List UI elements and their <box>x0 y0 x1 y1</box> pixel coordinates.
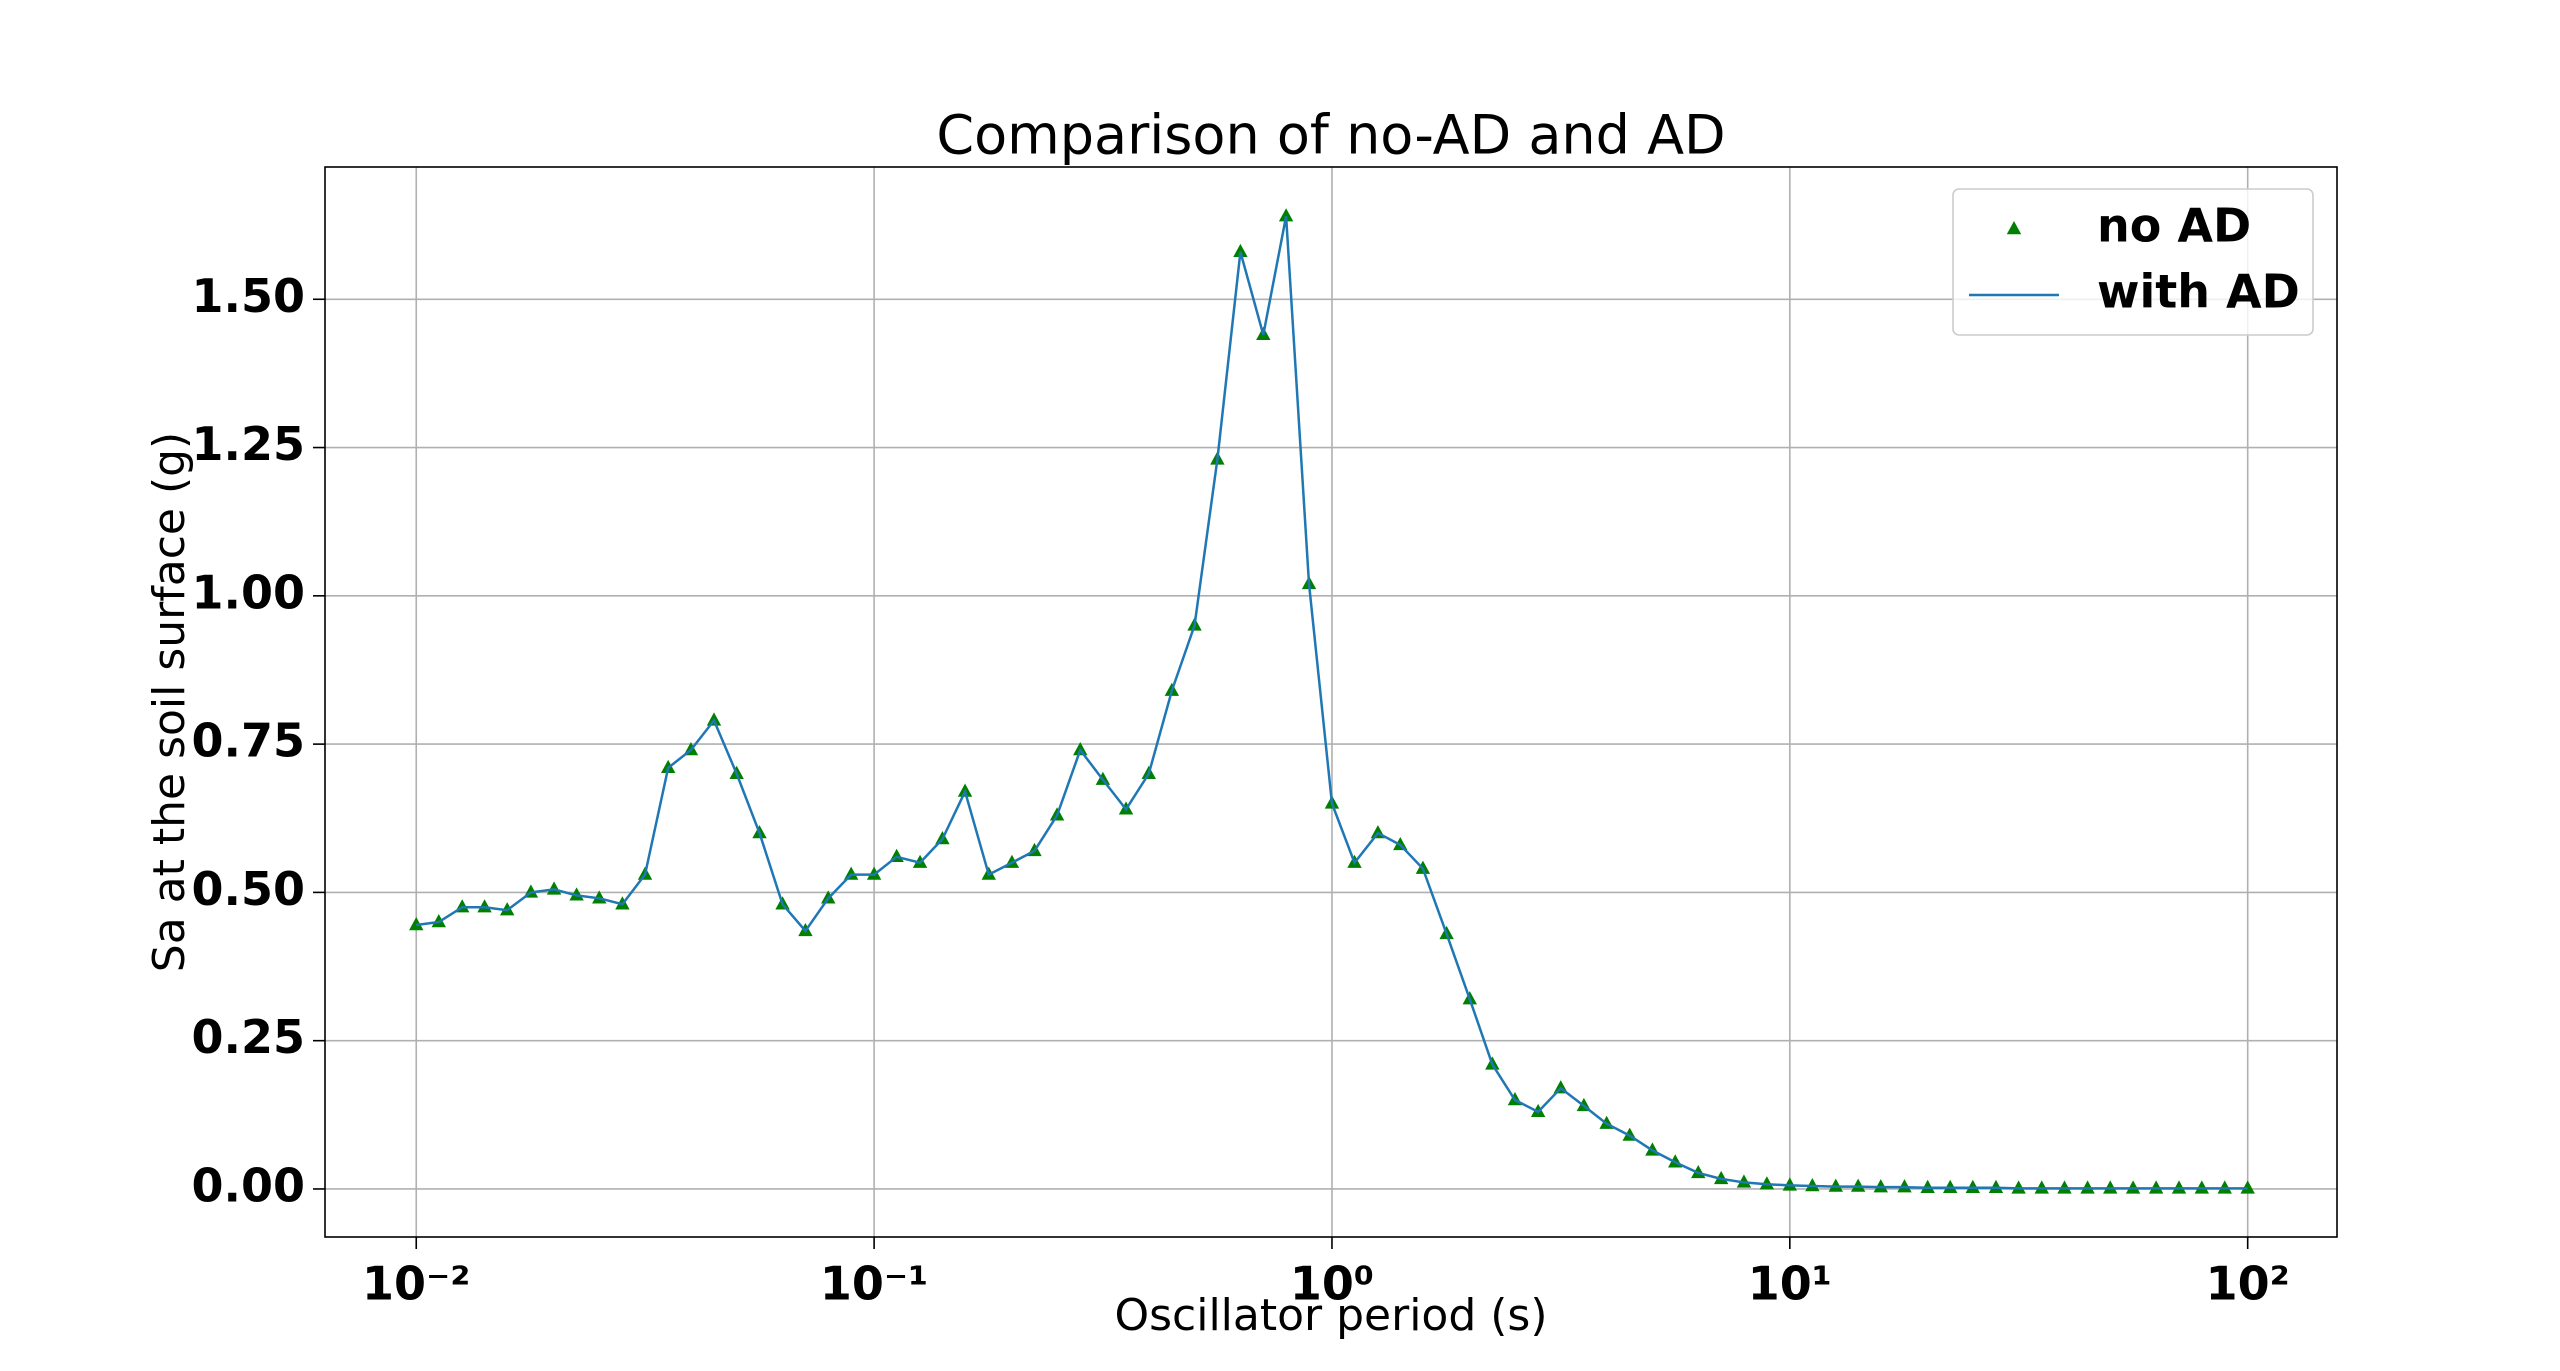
plot-frame <box>324 166 2338 1238</box>
y-tick-label: 1.50 <box>192 269 306 323</box>
data-point <box>1897 1179 1912 1193</box>
y-tick-label: 0.00 <box>192 1158 306 1212</box>
data-point <box>2171 1180 2187 1194</box>
data-point <box>1782 1177 1798 1191</box>
y-tick-label: 1.25 <box>192 417 306 471</box>
data-point <box>2240 1180 2255 1194</box>
legend-label: with AD <box>2097 265 2300 319</box>
data-point <box>1736 1174 1752 1188</box>
data-point <box>1759 1176 1775 1190</box>
data-point <box>2148 1180 2164 1194</box>
data-point <box>843 866 859 880</box>
data-point <box>2034 1180 2049 1194</box>
x-tick-label: 10⁻² <box>362 1257 470 1311</box>
data-point <box>2080 1180 2095 1194</box>
legend-label: no AD <box>2097 199 2251 253</box>
y-tick-label: 0.75 <box>192 714 306 768</box>
data-point <box>1965 1179 1981 1193</box>
chart-title: Comparison of no-AD and AD <box>936 104 1725 167</box>
data-point <box>2011 1180 2026 1194</box>
data-point <box>1920 1179 1935 1193</box>
data-point <box>2103 1180 2118 1194</box>
x-tick-label: 10⁰ <box>1290 1257 1374 1311</box>
y-tick-label: 0.50 <box>192 862 306 916</box>
data-point <box>1233 243 1248 258</box>
data-point <box>2125 1180 2141 1194</box>
data-point <box>1805 1177 1820 1192</box>
series-line <box>416 215 2248 1190</box>
x-axis-label: Oscillator period (s) <box>1114 1290 1547 1341</box>
data-point <box>1828 1178 1843 1192</box>
legend-marker <box>2006 221 2022 235</box>
data-point <box>1278 208 1294 222</box>
y-tick-label: 0.25 <box>192 1010 306 1064</box>
data-point <box>1713 1170 1729 1185</box>
data-point <box>1850 1178 1866 1192</box>
data-point <box>569 887 584 901</box>
data-point <box>2194 1180 2210 1194</box>
data-point <box>477 899 492 913</box>
data-point <box>1942 1179 1958 1193</box>
data-point <box>409 917 424 931</box>
x-tick-label: 10⁻¹ <box>820 1257 928 1311</box>
data-point <box>2217 1180 2232 1194</box>
legend-box <box>1952 188 2314 336</box>
y-tick-label: 1.00 <box>192 565 306 619</box>
data-point <box>1988 1179 2004 1193</box>
y-axis-label: Sa at the soil surface (g) <box>144 432 195 972</box>
x-tick-label: 10¹ <box>1748 1257 1832 1311</box>
x-tick-label: 10² <box>2206 1257 2290 1311</box>
data-point <box>1873 1179 1888 1193</box>
data-point <box>2057 1180 2072 1194</box>
